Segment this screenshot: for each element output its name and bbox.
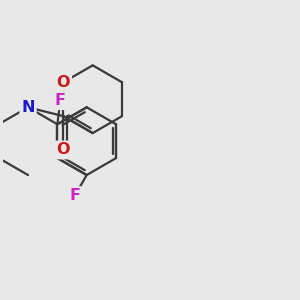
Text: F: F	[69, 188, 80, 203]
Text: F: F	[55, 93, 66, 108]
Text: O: O	[57, 75, 70, 90]
Text: O: O	[57, 142, 70, 158]
Text: N: N	[21, 100, 35, 115]
